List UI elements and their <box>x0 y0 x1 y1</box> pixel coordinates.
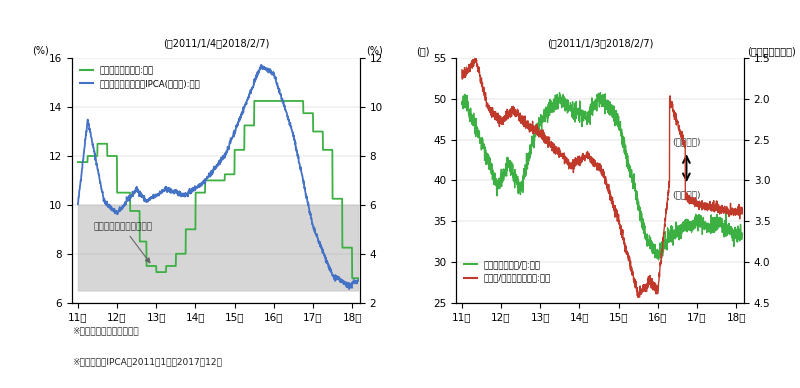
Text: (レアル安): (レアル安) <box>672 190 701 199</box>
Text: ※インフレ率IPCAは2011年1月～2017年12月: ※インフレ率IPCAは2011年1月～2017年12月 <box>72 358 222 367</box>
Text: (%): (%) <box>32 46 49 56</box>
Text: (%): (%) <box>366 46 382 56</box>
Text: <政策金利とインフレ率の推移>: <政策金利とインフレ率の推移> <box>138 23 258 36</box>
Text: (で2011/1/4～2018/2/7): (で2011/1/4～2018/2/7) <box>163 38 269 48</box>
Text: 中央銀行の政策目標範囲: 中央銀行の政策目標範囲 <box>94 222 153 263</box>
Legend: ブラジルレアル/円:左軸, 米ドル/ブラジルレアル:右軸: ブラジルレアル/円:左軸, 米ドル/ブラジルレアル:右軸 <box>460 257 554 286</box>
Text: (レアル高): (レアル高) <box>672 137 701 146</box>
Legend: ブラジル政策金利:左軸, ブラジルインフレ率IPCA(前年比):右軸: ブラジル政策金利:左軸, ブラジルインフレ率IPCA(前年比):右軸 <box>76 62 204 92</box>
Text: ※政策金利は発表日ベース: ※政策金利は発表日ベース <box>72 327 138 336</box>
Text: (で2011/1/3～2018/2/7): (で2011/1/3～2018/2/7) <box>547 38 653 48</box>
Text: (円): (円) <box>416 46 429 56</box>
Text: <ブラジルレアルの推移>: <ブラジルレアルの推移> <box>552 23 648 36</box>
Text: (ブラジルレアル): (ブラジルレアル) <box>747 46 796 56</box>
